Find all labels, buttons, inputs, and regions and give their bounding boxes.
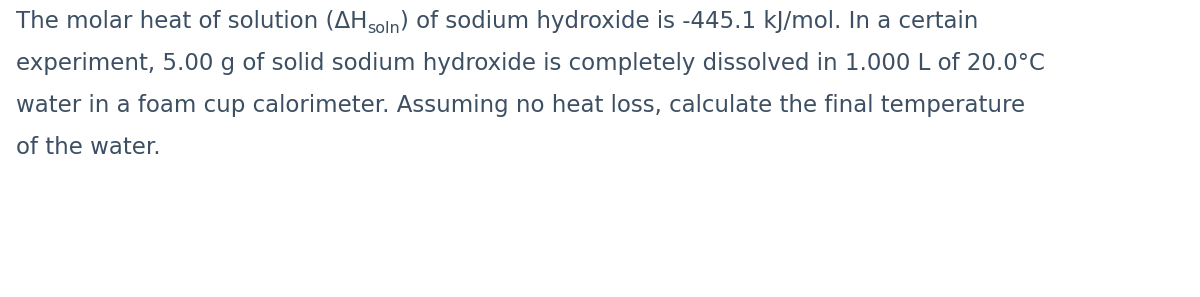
Text: experiment, 5.00 g of solid sodium hydroxide is completely dissolved in 1.000 L : experiment, 5.00 g of solid sodium hydro…: [16, 52, 1045, 75]
Text: The molar heat of solution (ΔH: The molar heat of solution (ΔH: [16, 10, 367, 33]
Text: water in a foam cup calorimeter. Assuming no heat loss, calculate the final temp: water in a foam cup calorimeter. Assumin…: [16, 94, 1025, 117]
Text: of the water.: of the water.: [16, 136, 161, 159]
Text: soln: soln: [367, 21, 400, 36]
Text: ) of sodium hydroxide is -445.1 kJ/mol. In a certain: ) of sodium hydroxide is -445.1 kJ/mol. …: [400, 10, 978, 33]
